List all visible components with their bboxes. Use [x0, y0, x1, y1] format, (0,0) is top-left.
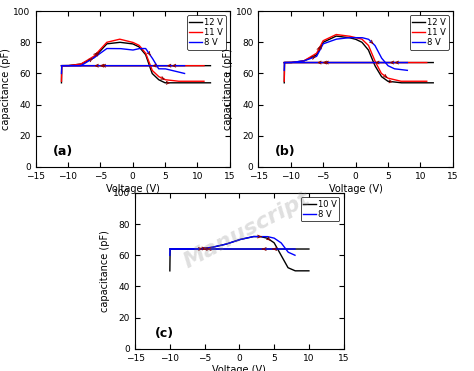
Legend: 10 V, 8 V: 10 V, 8 V — [301, 197, 339, 221]
X-axis label: Voltage (V): Voltage (V) — [106, 184, 160, 194]
Y-axis label: capacitance (pF): capacitance (pF) — [223, 48, 233, 130]
Y-axis label: capacitance (pF): capacitance (pF) — [0, 48, 10, 130]
Text: Manuscript: Manuscript — [180, 188, 313, 272]
Y-axis label: capacitance (pF): capacitance (pF) — [100, 230, 110, 312]
X-axis label: Voltage (V): Voltage (V) — [328, 184, 383, 194]
Text: (c): (c) — [155, 326, 174, 340]
Legend: 12 V, 11 V, 8 V: 12 V, 11 V, 8 V — [187, 15, 226, 50]
Legend: 12 V, 11 V, 8 V: 12 V, 11 V, 8 V — [410, 15, 448, 50]
Text: (a): (a) — [53, 145, 73, 158]
X-axis label: Voltage (V): Voltage (V) — [212, 365, 266, 371]
Text: (b): (b) — [275, 145, 296, 158]
